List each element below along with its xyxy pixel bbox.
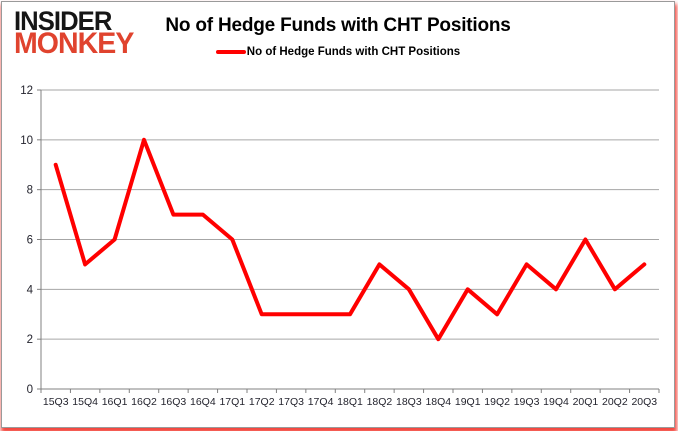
y-tick-label: 10 [20,135,33,147]
data-series-line [53,137,647,342]
y-tick-label: 4 [27,284,34,296]
x-tick-label: 17Q1 [219,396,245,408]
x-tick-label: 15Q3 [43,396,69,408]
chart-header: No of Hedge Funds with CHT Positions No … [2,2,674,59]
logo-text-insider: INSIDER [14,6,112,36]
x-tick-label: 18Q4 [425,396,451,408]
y-tick-label: 12 [20,85,33,97]
y-tick-label: 6 [27,235,33,247]
legend-line-swatch-icon [215,50,246,54]
y-tick-label: 8 [27,185,33,197]
chart-title: No of Hedge Funds with CHT Positions [165,15,511,36]
x-tick-label: 19Q2 [484,396,510,408]
legend: No of Hedge Funds with CHT Positions [215,46,461,58]
x-tick-label: 17Q2 [249,396,275,408]
x-tick-label: 15Q4 [72,396,98,408]
x-tick-label: 16Q1 [102,396,128,408]
x-tick-label: 18Q3 [396,396,422,408]
x-tick-label: 18Q1 [337,396,363,408]
x-tick-label: 16Q3 [161,396,187,408]
legend-label: No of Hedge Funds with CHT Positions [246,46,461,58]
insider-monkey-logo: INSIDER MONKEY [14,6,134,61]
x-tick-label: 20Q1 [573,396,599,408]
x-tick-label: 16Q4 [190,396,216,408]
x-tick-label: 20Q3 [631,396,657,408]
x-tick-label: 19Q1 [455,396,481,408]
line-chart-plot-area: 0 2 4 6 8 10 12 15Q3 15Q4 16Q1 16Q2 16Q3 16Q4 17Q1 17Q… [20,85,660,408]
x-tick-label: 20Q2 [602,396,628,408]
x-tick-label: 19Q3 [514,396,540,408]
x-tick-label: 19Q4 [543,396,569,408]
x-tick-label: 17Q4 [308,396,334,408]
y-tick-label: 2 [27,334,33,346]
y-tick-label: 0 [27,384,33,396]
logo-text-monkey: MONKEY [14,27,134,61]
x-tick-label: 17Q3 [278,396,304,408]
x-tick-label: 16Q2 [131,396,157,408]
x-tick-label: 18Q2 [367,396,393,408]
